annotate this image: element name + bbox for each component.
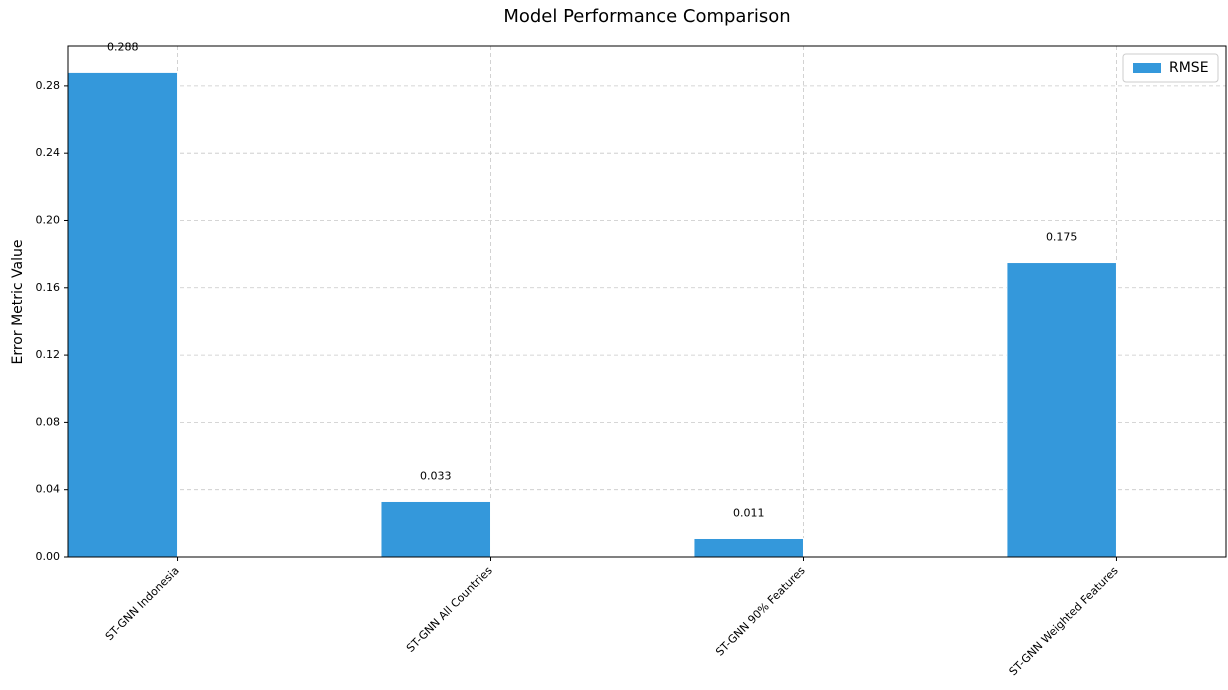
chart-title: Model Performance Comparison [503,6,790,27]
legend-swatch [1133,63,1161,73]
legend-label: RMSE [1169,60,1209,76]
x-tick-label: ST-GNN 90% Features [713,564,808,659]
bar [67,71,179,558]
bar [1006,262,1117,558]
legend: RMSE [1122,53,1219,83]
y-tick-label: 0.24 [36,146,61,159]
value-label: 0.175 [1046,231,1078,244]
y-tick-label: 0.00 [36,550,61,563]
y-tick-label: 0.04 [36,483,61,496]
y-tick-label: 0.08 [36,415,61,428]
y-tick-label: 0.28 [36,79,61,92]
bar [693,537,804,558]
x-tick-label: ST-GNN All Countries [404,564,495,655]
y-tick-label: 0.16 [36,281,61,294]
value-label: 0.288 [107,40,139,53]
x-tick-label: ST-GNN Indonesia [103,564,182,643]
value-label: 0.033 [420,469,452,482]
value-label: 0.011 [733,506,765,519]
legend-frame [1122,53,1219,83]
plot-frame [67,45,1227,558]
bar [380,500,492,558]
y-axis-label: Error Metric Value [10,240,26,365]
x-tick-label: ST-GNN Weighted Features [1007,564,1121,678]
y-tick-label: 0.20 [36,213,61,226]
y-tick-label: 0.12 [36,348,61,361]
